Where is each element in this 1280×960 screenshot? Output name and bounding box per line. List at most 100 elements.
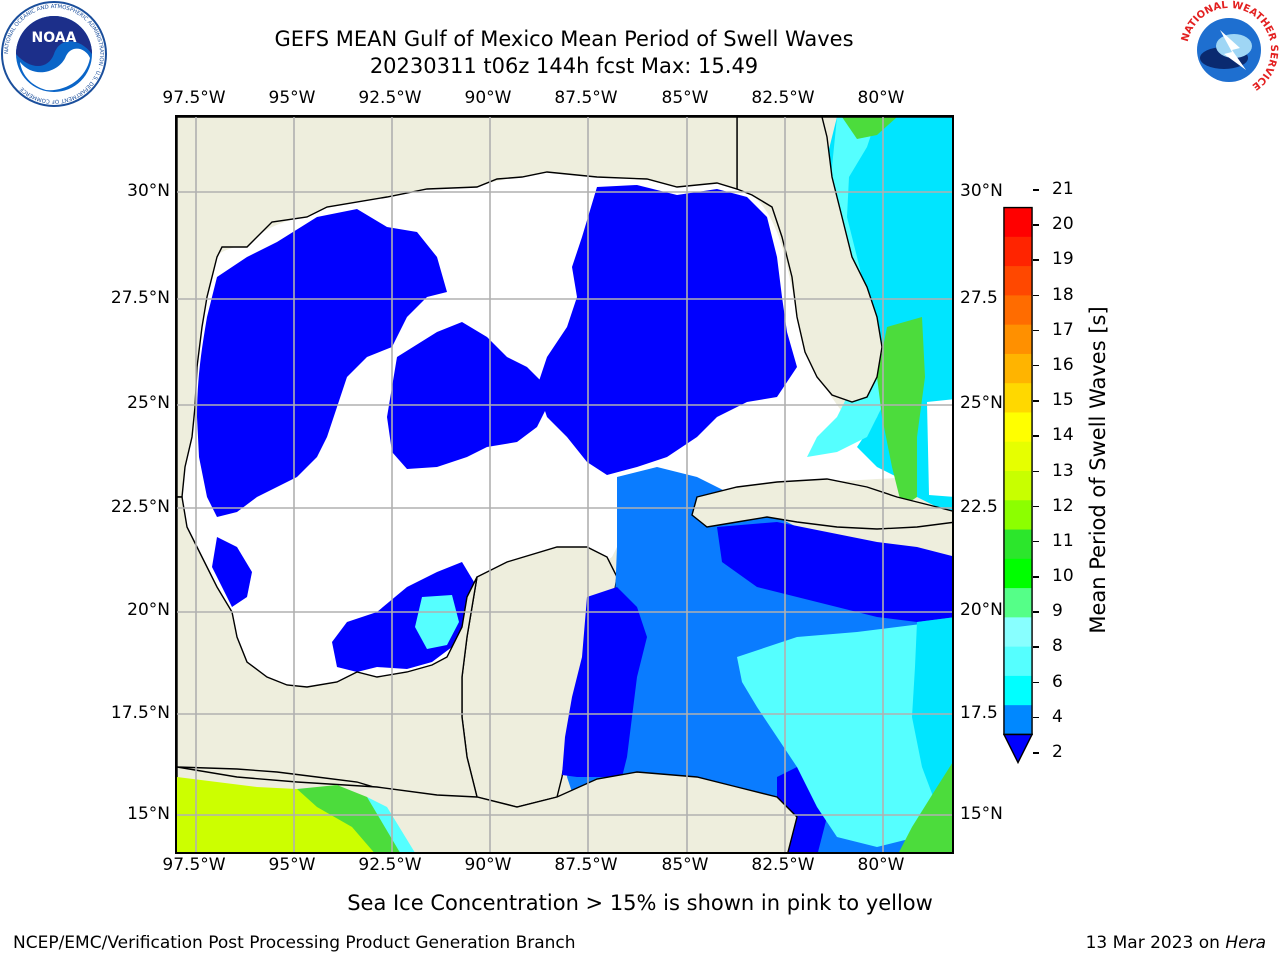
gulf-blue-west (197, 209, 447, 517)
colorbar-tick-label: 13 (1052, 460, 1074, 481)
lon-label-top: 87.5°W (554, 88, 618, 108)
lon-label-bottom: 92.5°W (358, 855, 422, 875)
gulf-blue-northcentral (387, 322, 547, 469)
colorbar-tick-label: 8 (1052, 636, 1063, 657)
colorbar-tick-label: 14 (1052, 425, 1074, 446)
lon-label-bottom: 85°W (661, 855, 709, 875)
colorbar-frame (1003, 206, 1033, 736)
lat-label-left: 15°N (127, 804, 170, 824)
pacific-green (297, 785, 410, 852)
lon-label-top: 97.5°W (162, 88, 226, 108)
us-gulf-coast-land (177, 117, 738, 498)
lon-label-bottom: 97.5°W (162, 855, 226, 875)
pacific-cyan (367, 797, 415, 852)
lat-label-left: 30°N (127, 181, 170, 201)
graticule (177, 117, 952, 852)
lat-label-right: 20°N (960, 600, 1003, 620)
colorbar-segment (1003, 412, 1033, 443)
colorbar-segment (1003, 500, 1033, 531)
gulf-cyan-bay (415, 595, 459, 649)
colorbar-tick-label: 21 (1052, 179, 1074, 199)
lon-label-top: 85°W (661, 88, 709, 108)
colorbar-tick-mark (1033, 646, 1039, 648)
colorbar-tick-label: 9 (1052, 601, 1063, 622)
footer-credit: NCEP/EMC/Verification Post Processing Pr… (13, 933, 576, 953)
colorbar-tick-mark (1033, 505, 1039, 508)
florida-land (736, 117, 952, 403)
lat-label-right: 27.5 (960, 288, 998, 308)
footer-date: 13 Mar 2023 on Hera (1086, 933, 1266, 953)
colorbar-tick-mark (1033, 576, 1039, 578)
colorbar-tick-mark (1033, 435, 1039, 437)
colorbar-tick-mark (1033, 189, 1039, 191)
lat-label-left: 22.5°N (110, 497, 170, 517)
lat-label-left: 25°N (127, 393, 170, 413)
colorbar-tick-label: 11 (1052, 530, 1074, 551)
colorbar-tick-mark (1033, 681, 1039, 684)
colorbar-segment (1003, 646, 1033, 677)
lon-label-top: 82.5°W (751, 88, 815, 108)
lat-label-right: 15°N (960, 804, 1003, 824)
chart-subtitle: 20230311 t06z 144h fcst Max: 15.49 (369, 54, 759, 78)
colorbar-tick-label: 20 (1052, 214, 1074, 235)
colorbar-tick-label: 18 (1052, 284, 1074, 305)
colorbar-tick-mark (1033, 329, 1039, 332)
lon-label-top: 80°W (857, 88, 905, 108)
noaa-logo-text: NOAA (32, 30, 77, 46)
colorbar-tick-mark (1033, 470, 1039, 472)
colorbar-tick-label: 10 (1052, 566, 1074, 587)
lon-label-top: 92.5°W (358, 88, 422, 108)
colorbar-label: Mean Period of Swell Waves [s] (1086, 306, 1110, 634)
colorbar-tick-mark (1033, 224, 1039, 226)
colorbar (1003, 206, 1033, 765)
colorbar-segment (1003, 617, 1033, 648)
colorbar-segment (1003, 529, 1033, 560)
lon-label-top: 95°W (268, 88, 316, 108)
colorbar-tick-label: 19 (1052, 249, 1074, 270)
colorbar-tick-mark (1033, 259, 1039, 261)
colorbar-segment (1003, 266, 1033, 296)
footer-host: Hera (1225, 933, 1266, 953)
colorbar-tick-label: 2 (1052, 742, 1063, 762)
caribbean-cyan (737, 622, 952, 847)
colorbar-segment (1003, 207, 1033, 238)
colorbar-tick-mark (1033, 540, 1039, 543)
chart-title: GEFS MEAN Gulf of Mexico Mean Period of … (274, 27, 854, 51)
lat-label-left: 20°N (127, 600, 170, 620)
colorbar-segment (1003, 471, 1033, 501)
lat-label-right: 17.5 (960, 703, 998, 723)
lon-label-top: 90°W (464, 88, 512, 108)
lon-label-bottom: 95°W (268, 855, 316, 875)
caribbean-green-se (899, 763, 952, 852)
colorbar-tick-mark (1033, 716, 1039, 719)
colorbar-segment (1003, 705, 1033, 735)
atlantic-white-patch (927, 399, 952, 497)
colorbar-tick-mark (1033, 752, 1039, 754)
colorbar-tick-label: 17 (1052, 319, 1074, 340)
colorbar-tick-mark (1033, 294, 1039, 297)
lat-label-left: 17.5°N (110, 703, 170, 723)
colorbar-tick-label: 6 (1052, 671, 1063, 692)
caribbean-blue-east (717, 522, 952, 622)
colorbar-tick-mark (1033, 400, 1039, 402)
footer-date-text: 13 Mar 2023 on (1085, 933, 1226, 953)
sea-ice-note: Sea Ice Concentration > 15% is shown in … (347, 891, 933, 915)
atlantic-green-bahamas (877, 317, 925, 507)
lat-label-right: 22.5 (960, 497, 998, 517)
lon-label-bottom: 87.5°W (554, 855, 618, 875)
lon-label-bottom: 80°W (857, 855, 905, 875)
lat-label-right: 30°N (960, 181, 1003, 201)
colorbar-tick-mark (1033, 364, 1039, 367)
colorbar-segment (1003, 383, 1033, 413)
colorbar-segment (1003, 675, 1033, 706)
noaa-logo: NATIONAL OCEANIC AND ATMOSPHERIC ADMINIS… (1, 1, 107, 107)
map-plot (177, 117, 952, 852)
gulf-blue-east (537, 185, 797, 475)
nws-logo: NATIONAL WEATHER SERVICE (1180, 0, 1279, 98)
colorbar-segment (1003, 353, 1033, 384)
colorbar-tick-mark (1033, 611, 1039, 613)
caribbean-blue-west (562, 587, 647, 777)
colorbar-segment (1003, 236, 1033, 267)
colorbar-segment (1003, 441, 1033, 472)
colorbar-segment (1003, 558, 1033, 589)
